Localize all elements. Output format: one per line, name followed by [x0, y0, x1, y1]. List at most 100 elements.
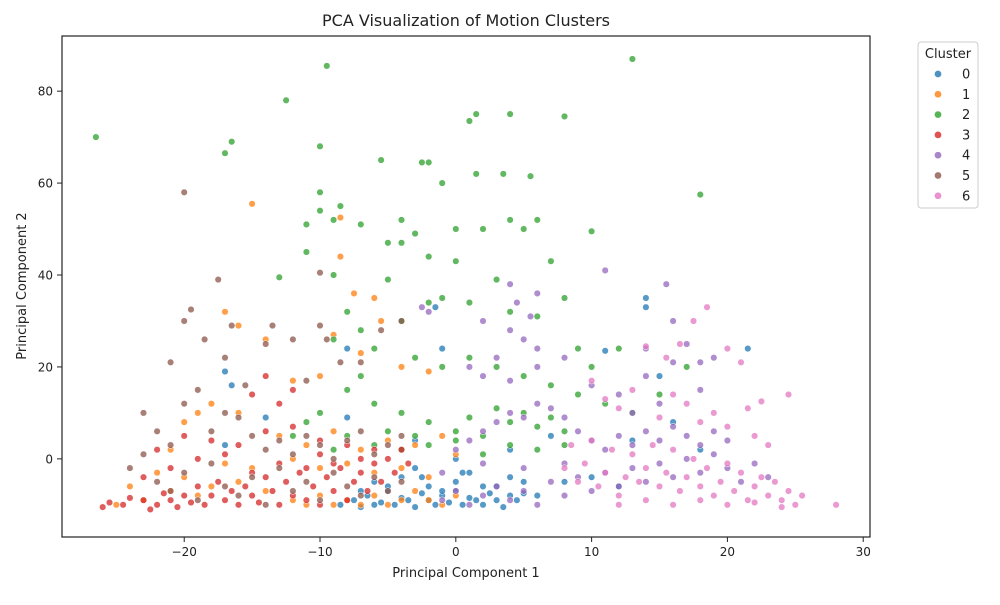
- cluster-1-point-13: [370, 492, 378, 500]
- cluster-3-point-48: [262, 427, 270, 435]
- cluster-2-point-38: [547, 257, 555, 265]
- legend-marker-2: [934, 110, 942, 119]
- cluster-2-point-7: [377, 156, 385, 164]
- cluster-3-point-24: [275, 501, 283, 509]
- y-tick-label-4: 80: [38, 85, 53, 99]
- cluster-3-point-9: [173, 503, 181, 511]
- cluster-2-point-2: [628, 55, 636, 63]
- cluster-1-point-41: [302, 441, 310, 449]
- cluster-5-point-7: [316, 269, 324, 277]
- cluster-2-point-41: [493, 276, 501, 284]
- cluster-2-point-49: [506, 308, 514, 316]
- cluster-3-point-62: [302, 464, 310, 472]
- cluster-2-point-10: [472, 110, 480, 118]
- cluster-0-point-34: [465, 469, 473, 477]
- chart-title: PCA Visualization of Motion Clusters: [322, 11, 610, 30]
- cluster-4-point-48: [669, 317, 677, 325]
- cluster-4-point-64: [560, 354, 569, 362]
- cluster-5-point-57: [397, 432, 406, 440]
- cluster-5-point-52: [330, 455, 338, 463]
- cluster-1-point-15: [397, 496, 406, 504]
- cluster-3-point-45: [180, 432, 188, 440]
- cluster-4-point-61: [479, 372, 487, 380]
- cluster-5-point-47: [262, 446, 270, 454]
- cluster-0-point-20: [479, 501, 487, 509]
- cluster-3-point-58: [167, 464, 175, 472]
- cluster-2-point-71: [560, 427, 569, 435]
- cluster-4-point-24: [764, 473, 772, 481]
- cluster-1-point-10: [330, 501, 338, 509]
- cluster-1-point-20: [248, 200, 256, 208]
- cluster-4-point-45: [723, 436, 731, 445]
- cluster-5-point-21: [139, 409, 148, 417]
- cluster-3-point-56: [221, 450, 229, 458]
- cluster-0-point-0: [336, 501, 344, 509]
- cluster-4-point-55: [479, 317, 487, 325]
- cluster-0-point-19: [472, 496, 480, 504]
- cluster-0-point-41: [459, 469, 467, 477]
- cluster-3-point-29: [309, 482, 317, 490]
- cluster-0-point-49: [642, 294, 650, 302]
- cluster-3-point-47: [234, 441, 243, 449]
- cluster-5-point-27: [221, 482, 229, 490]
- cluster-4-point-4: [493, 482, 501, 490]
- cluster-2-point-57: [493, 363, 501, 371]
- legend-marker-1: [934, 90, 942, 99]
- cluster-6-point-11: [730, 487, 738, 495]
- cluster-3-point-18: [234, 501, 243, 509]
- cluster-4-point-51: [526, 312, 535, 320]
- cluster-3-point-35: [350, 478, 358, 486]
- cluster-5-point-15: [289, 335, 297, 343]
- cluster-4-point-40: [655, 436, 664, 445]
- cluster-0-point-5: [377, 498, 385, 507]
- legend-marker-5: [934, 171, 942, 180]
- cluster-4-point-9: [560, 492, 569, 500]
- cluster-6-point-20: [669, 446, 677, 454]
- cluster-2-point-86: [452, 436, 460, 445]
- cluster-5-point-18: [336, 358, 344, 366]
- cluster-6-point-16: [696, 482, 704, 490]
- cluster-2-point-69: [506, 418, 514, 426]
- cluster-5-point-44: [221, 409, 229, 417]
- legend-marker-6: [934, 191, 942, 200]
- cluster-2-point-26: [506, 216, 514, 224]
- cluster-5-point-3: [214, 276, 222, 284]
- cluster-1-point-51: [397, 464, 406, 472]
- cluster-4-point-15: [642, 478, 650, 486]
- cluster-2-point-27: [533, 216, 541, 224]
- cluster-1-point-21: [336, 214, 344, 222]
- cluster-2-point-45: [425, 299, 433, 307]
- cluster-3-point-37: [363, 487, 372, 495]
- cluster-2-point-47: [343, 308, 351, 316]
- cluster-6-point-4: [778, 496, 786, 504]
- cluster-2-point-25: [397, 216, 406, 224]
- cluster-4-point-33: [560, 413, 569, 422]
- cluster-2-point-8: [418, 158, 426, 166]
- cluster-6-point-25: [635, 478, 643, 486]
- y-axis-ticks: 0 20 40 60 80: [38, 85, 62, 466]
- y-tick-label-1: 20: [38, 360, 53, 374]
- cluster-2-point-6: [316, 142, 324, 150]
- cluster-1-point-29: [425, 367, 433, 376]
- cluster-0-point-45: [343, 345, 351, 353]
- cluster-2-point-64: [370, 400, 378, 408]
- legend-label-4: 4: [962, 149, 970, 164]
- cluster-0-point-42: [221, 367, 229, 376]
- cluster-3-point-17: [228, 487, 236, 495]
- cluster-3-point-39: [377, 478, 385, 486]
- cluster-3-point-11: [187, 498, 195, 507]
- cluster-2-point-96: [655, 390, 664, 399]
- cluster-0-point-58: [547, 432, 555, 440]
- cluster-2-point-21: [316, 207, 324, 215]
- cluster-4-point-8: [547, 478, 555, 486]
- cluster-6-point-58: [588, 377, 596, 385]
- legend-frame: [917, 41, 979, 209]
- cluster-0-point-50: [744, 345, 752, 353]
- cluster-2-point-79: [465, 413, 473, 422]
- cluster-4-point-28: [493, 418, 501, 426]
- cluster-1-point-43: [357, 446, 365, 454]
- cluster-4-point-17: [669, 473, 677, 481]
- cluster-6-point-42: [703, 303, 711, 311]
- cluster-3-point-12: [194, 482, 202, 490]
- cluster-4-point-46: [601, 266, 609, 274]
